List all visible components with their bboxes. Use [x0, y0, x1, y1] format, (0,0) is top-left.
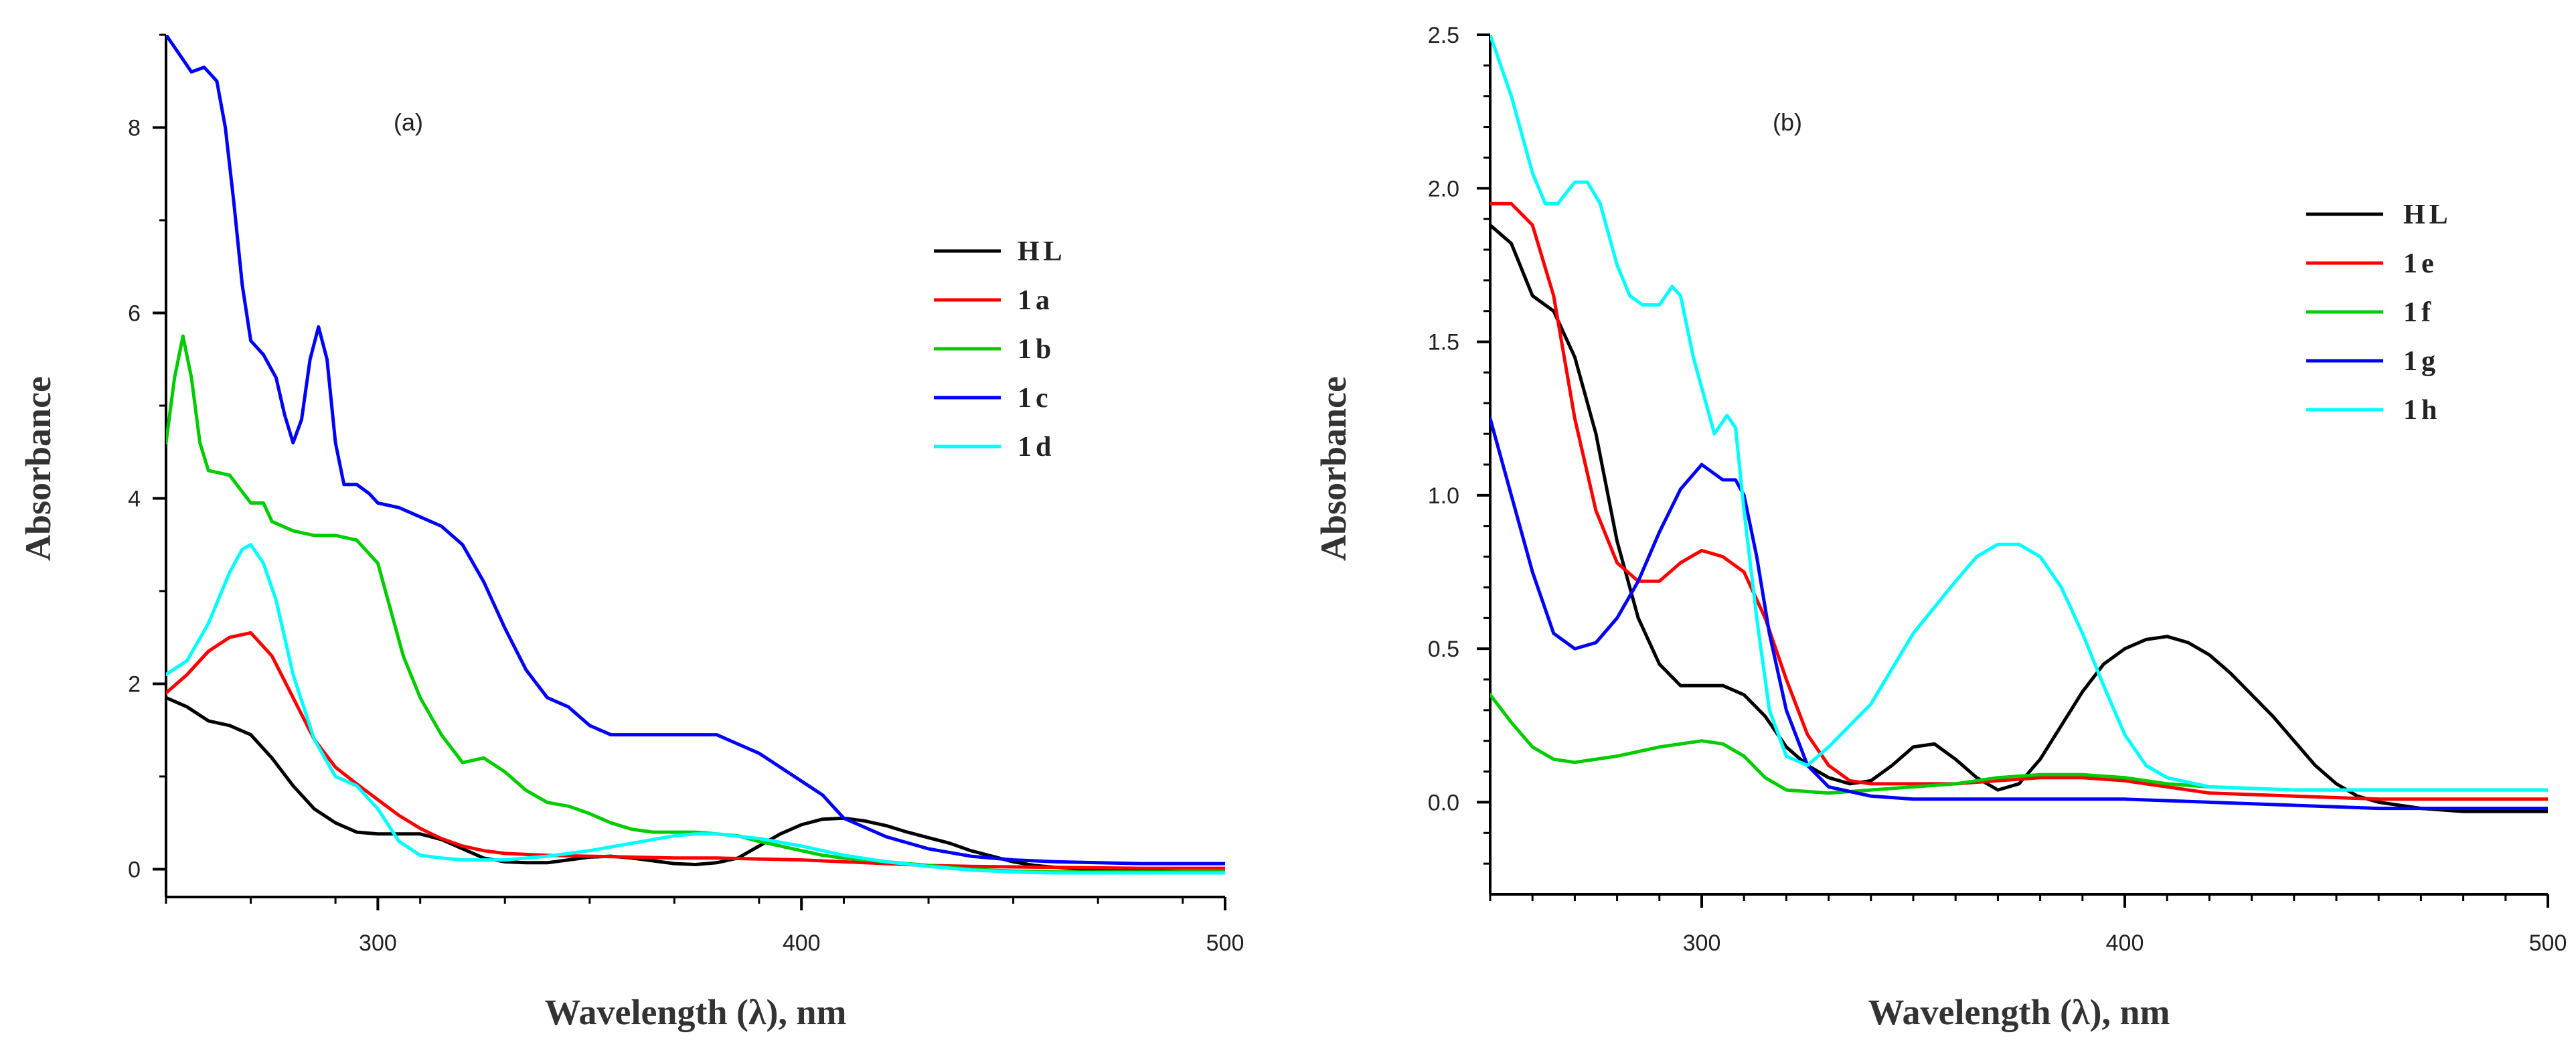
chart-b-legend-label-1h: 1h [2403, 395, 2441, 426]
chart-b-series-group [1490, 35, 2548, 813]
chart-b-series-line-1e [1490, 201, 2548, 801]
chart-a-legend-label-1d: 1d [1018, 432, 1055, 463]
chart-a-legend-label-1b: 1b [1018, 334, 1055, 365]
chart-a-x-tick-label: 300 [359, 930, 397, 956]
chart-a-series-line-1b [166, 334, 1225, 874]
chart-b-y-axis-title: Absorbance [1313, 376, 1354, 561]
chart-a-y-tick-label: 8 [128, 115, 141, 141]
chart-b-series-line-1g [1490, 416, 2548, 811]
chart-b-y-tick-label: 2.0 [1428, 176, 1459, 201]
chart-a-x-tick-label: 400 [783, 930, 821, 956]
chart-b-series-line-hl [1490, 223, 2548, 813]
chart-a-series-line-1a [166, 631, 1225, 870]
chart-b-x-axis-title: Wavelength (λ), nm [1868, 992, 2170, 1032]
chart-b-y-tick-label: 0.0 [1428, 790, 1459, 815]
chart-b-x-tick-label: 300 [1683, 930, 1721, 956]
chart-a-series-group [166, 35, 1225, 875]
chart-b-legend-label-1g: 1g [2403, 346, 2439, 377]
chart-a-x-tick-label: 500 [1206, 930, 1244, 956]
chart-panel-a: 300 400 500 0 2 4 6 8 Wavelength (λ), nm Absorban… [18, 33, 1244, 1032]
chart-a-y-tick-label: 4 [128, 486, 141, 511]
chart-b-y-tick-label: 2.5 [1428, 23, 1459, 48]
chart-a-legend-label-1a: 1a [1018, 285, 1054, 316]
chart-a-y-tick-label: 6 [128, 301, 141, 326]
chart-b-legend-label-1f: 1f [2403, 297, 2435, 328]
chart-panel-b: 300 400 500 0.0 0.5 1.0 1.5 2.0 2.5 Wavelength (λ… [1313, 23, 2567, 1032]
chart-a-y-tick-label: 0 [128, 857, 141, 882]
chart-a-panel-label: (a) [394, 108, 423, 136]
chart-a-series-line-1c [166, 35, 1225, 866]
chart-a-x-axis-title: Wavelength (λ), nm [544, 992, 846, 1032]
chart-a-y-axis-title: Absorbance [18, 376, 58, 561]
chart-b-x-tick-label: 500 [2529, 930, 2567, 956]
chart-a-legend-label-1c: 1c [1018, 383, 1052, 414]
chart-a-series-line-1d [166, 543, 1225, 875]
chart-b-legend-label-hl: HL [2403, 199, 2452, 230]
chart-a-legend-label-hl: HL [1018, 236, 1066, 267]
chart-b-y-tick-label: 1.0 [1428, 483, 1459, 509]
chart-b-panel-label: (b) [1773, 108, 1802, 136]
chart-b-legend-label-1e: 1e [2403, 248, 2438, 279]
chart-b-y-tick-label: 1.5 [1428, 330, 1459, 355]
chart-a-y-tick-label: 2 [128, 671, 141, 697]
chart-b-x-tick-label: 400 [2106, 930, 2144, 956]
chart-b-y-tick-label: 0.5 [1428, 637, 1459, 662]
chart-b-series-line-1h [1490, 35, 2548, 792]
chart-a-series-line-hl [166, 696, 1225, 874]
